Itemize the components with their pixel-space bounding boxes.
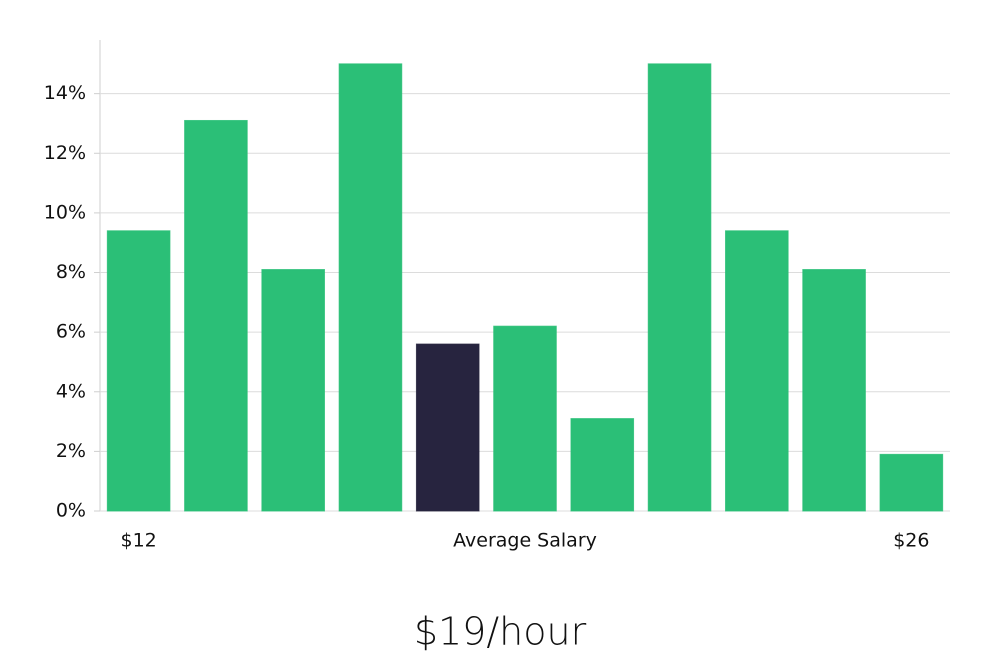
y-tick-label: 12% [44, 142, 86, 164]
bar [106, 230, 171, 512]
bar [261, 269, 325, 512]
y-tick-label: 6% [56, 321, 86, 343]
bar [725, 230, 789, 512]
bar [570, 418, 635, 512]
y-tick-label: 2% [56, 440, 86, 462]
y-tick-label: 0% [56, 500, 86, 522]
bar [338, 63, 403, 512]
y-tick-label: 14% [44, 82, 86, 104]
bar [184, 119, 248, 512]
y-tick-label: 4% [56, 380, 86, 402]
bar [879, 453, 944, 512]
y-tick-label: 10% [44, 201, 86, 223]
bar [647, 63, 712, 512]
x-tick-label: $12 [121, 530, 157, 552]
average-salary-value: $19/hour [414, 610, 587, 654]
bar [802, 269, 866, 512]
x-tick-label: $26 [893, 530, 929, 552]
bar [415, 343, 480, 512]
x-tick-label: Average Salary [453, 530, 597, 552]
bar [493, 325, 557, 512]
y-tick-label: 8% [56, 261, 86, 283]
